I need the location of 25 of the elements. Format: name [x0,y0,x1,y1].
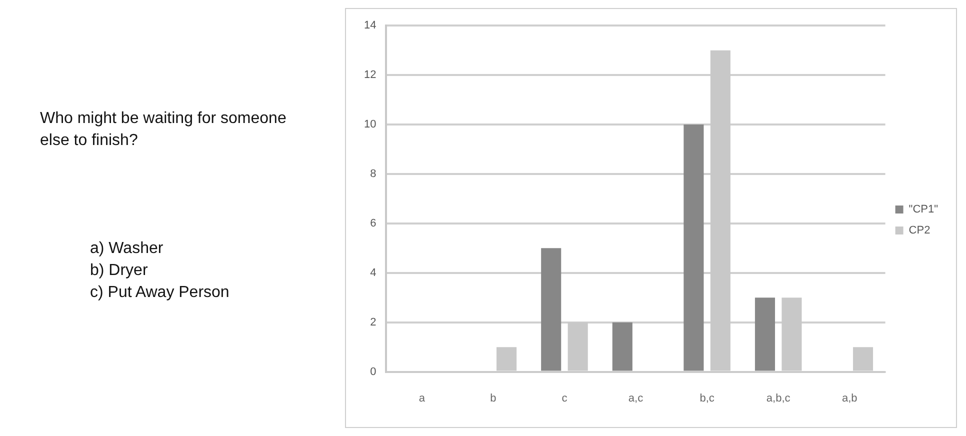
y-tick-label: 2 [370,316,376,328]
y-tick-label: 14 [364,20,376,32]
y-tick-label: 0 [370,366,376,378]
y-tick-label: 6 [370,217,376,230]
x-tick-label: c [562,392,568,404]
x-tick-label: b [490,392,496,404]
y-tick-label: 10 [364,118,376,131]
y-tick-label: 8 [370,168,376,180]
text: c) Put Away Person [90,283,230,303]
x-tick-label: a,c [628,392,644,404]
x-tick-label: a,b [842,392,858,404]
bar [754,298,776,371]
x-tick-label: b,c [700,392,715,404]
text: Who might be waiting for someone else to finish? [40,109,288,151]
y-tick-label: 4 [370,266,376,279]
y-tick-label: 12 [364,69,376,82]
x-tick-label: a,b,c [766,392,791,404]
legend-label: "CP1" [908,204,938,216]
bar [541,248,562,371]
bar [684,124,704,371]
text: b) Dryer [90,261,149,281]
x-tick-label: a [418,392,426,404]
text: a) Washer [90,239,164,259]
bar [612,322,632,371]
legend-label: CP2 [908,224,930,237]
